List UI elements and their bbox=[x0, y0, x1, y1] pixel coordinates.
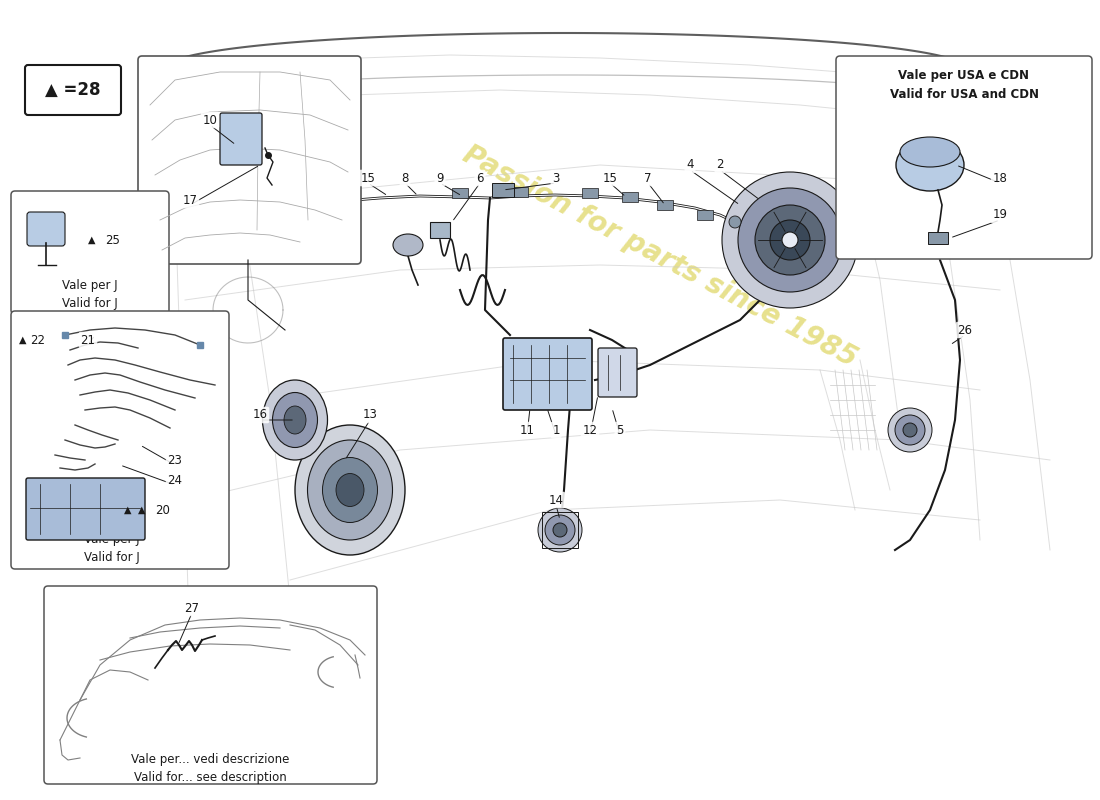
FancyBboxPatch shape bbox=[25, 65, 121, 115]
Text: ▲: ▲ bbox=[139, 505, 145, 515]
Bar bbox=[697, 210, 713, 220]
Text: Vale per USA e CDN
Valid for USA and CDN: Vale per USA e CDN Valid for USA and CDN bbox=[890, 70, 1038, 101]
Circle shape bbox=[770, 220, 810, 260]
FancyBboxPatch shape bbox=[11, 311, 229, 569]
Text: 13: 13 bbox=[363, 409, 377, 422]
Circle shape bbox=[782, 232, 797, 248]
Circle shape bbox=[544, 515, 575, 545]
Text: 12: 12 bbox=[583, 423, 597, 437]
Ellipse shape bbox=[308, 440, 393, 540]
Circle shape bbox=[738, 188, 842, 292]
Text: 22: 22 bbox=[31, 334, 45, 346]
Ellipse shape bbox=[322, 458, 377, 522]
Bar bbox=[452, 188, 468, 198]
Text: 6: 6 bbox=[476, 171, 484, 185]
Text: 20: 20 bbox=[155, 503, 169, 517]
Text: 16: 16 bbox=[253, 409, 267, 422]
Text: 18: 18 bbox=[992, 171, 1008, 185]
Ellipse shape bbox=[295, 425, 405, 555]
Text: ▲: ▲ bbox=[20, 335, 26, 345]
Bar bbox=[657, 200, 673, 210]
Text: 9: 9 bbox=[437, 171, 443, 185]
Text: Passion for parts since 1985: Passion for parts since 1985 bbox=[459, 140, 861, 372]
Text: 24: 24 bbox=[167, 474, 183, 486]
Circle shape bbox=[755, 205, 825, 275]
FancyBboxPatch shape bbox=[26, 478, 145, 540]
Text: ▲: ▲ bbox=[88, 235, 96, 245]
Text: 1: 1 bbox=[552, 423, 560, 437]
Bar bbox=[512, 187, 528, 197]
Text: 15: 15 bbox=[361, 171, 375, 185]
Bar bbox=[430, 222, 450, 238]
Text: 2: 2 bbox=[716, 158, 724, 171]
Text: ▲: ▲ bbox=[124, 505, 132, 515]
Text: 7: 7 bbox=[645, 171, 651, 185]
FancyBboxPatch shape bbox=[28, 212, 65, 246]
FancyBboxPatch shape bbox=[138, 56, 361, 264]
Text: 11: 11 bbox=[519, 423, 535, 437]
Circle shape bbox=[538, 508, 582, 552]
Bar bbox=[621, 192, 638, 202]
Text: 25: 25 bbox=[104, 234, 120, 246]
FancyBboxPatch shape bbox=[598, 348, 637, 397]
Ellipse shape bbox=[273, 393, 318, 447]
Ellipse shape bbox=[336, 474, 364, 506]
Text: 14: 14 bbox=[549, 494, 563, 506]
Text: 5: 5 bbox=[616, 423, 624, 437]
Text: Vale per... vedi descrizione
Valid for... see description: Vale per... vedi descrizione Valid for..… bbox=[131, 753, 289, 783]
Circle shape bbox=[722, 172, 858, 308]
Ellipse shape bbox=[284, 406, 306, 434]
FancyBboxPatch shape bbox=[220, 113, 262, 165]
Text: 15: 15 bbox=[603, 171, 617, 185]
Bar bbox=[582, 188, 598, 198]
Text: 23: 23 bbox=[167, 454, 183, 466]
Text: 19: 19 bbox=[992, 209, 1008, 222]
Text: Vale per J
Valid for J: Vale per J Valid for J bbox=[84, 533, 140, 563]
FancyBboxPatch shape bbox=[503, 338, 592, 410]
Bar bbox=[542, 512, 578, 548]
FancyBboxPatch shape bbox=[836, 56, 1092, 259]
Text: 8: 8 bbox=[402, 171, 409, 185]
Ellipse shape bbox=[393, 234, 424, 256]
Text: 17: 17 bbox=[183, 194, 198, 206]
Ellipse shape bbox=[263, 380, 328, 460]
Text: 21: 21 bbox=[80, 334, 96, 346]
Ellipse shape bbox=[896, 139, 964, 191]
FancyBboxPatch shape bbox=[11, 191, 169, 314]
Circle shape bbox=[553, 523, 566, 537]
Text: 3: 3 bbox=[552, 171, 560, 185]
Bar bbox=[492, 183, 514, 197]
FancyBboxPatch shape bbox=[44, 586, 377, 784]
Text: 10: 10 bbox=[202, 114, 218, 126]
Text: Vale per J
Valid for J: Vale per J Valid for J bbox=[62, 279, 118, 310]
Circle shape bbox=[895, 415, 925, 445]
Circle shape bbox=[729, 216, 741, 228]
Circle shape bbox=[888, 408, 932, 452]
Text: 4: 4 bbox=[686, 158, 694, 171]
Circle shape bbox=[903, 423, 917, 437]
Ellipse shape bbox=[900, 137, 960, 167]
Bar bbox=[928, 232, 948, 244]
Text: 27: 27 bbox=[185, 602, 199, 614]
Text: ▲ =28: ▲ =28 bbox=[45, 81, 101, 99]
Text: 26: 26 bbox=[957, 323, 972, 337]
